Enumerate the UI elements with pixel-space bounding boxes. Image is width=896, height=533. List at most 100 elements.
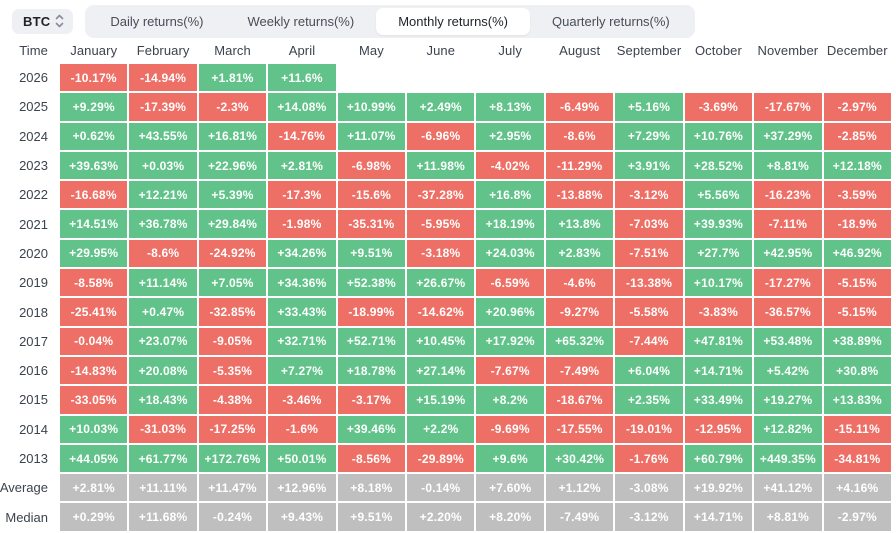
returns-tabs: Daily returns(%) Weekly returns(%) Month… [85,4,695,38]
return-cell-2024-january: +0.62% [60,122,128,150]
return-cell-2014-february: -31.03% [129,415,197,443]
return-cell-2020-december: +46.92% [823,239,891,268]
return-cell-2022-august: -13.88% [545,181,614,209]
return-cell-2016-may: +18.78% [337,356,406,385]
return-cell-2017-july: +17.92% [476,327,544,355]
return-cell-2020-november: +42.95% [754,239,822,268]
return-cell-2023-june: +11.98% [407,151,475,180]
coin-selector-label: BTC [23,13,51,29]
column-header-june: June [426,42,456,58]
return-cell-2026-january: -10.17% [60,64,128,92]
return-cell-2023-july: -4.02% [476,151,544,180]
return-cell-2025-october: -3.69% [684,93,753,121]
return-cell-2023-october: +28.52% [684,151,753,180]
return-cell-2022-february: +12.21% [129,181,197,209]
return-cell-2026-october [685,64,752,91]
return-cell-2025-december: -2.97% [823,93,891,121]
return-cell-2021-july: +18.19% [476,210,544,238]
return-cell-2019-june: +26.67% [407,269,475,297]
return-cell-2013-october: +60.79% [684,444,753,473]
tab-daily-returns[interactable]: Daily returns(%) [110,13,204,29]
return-cell-2021-november: -7.11% [754,210,822,238]
return-cell-2013-january: +44.05% [60,444,128,473]
row-label-2013: 2013 [6,444,58,473]
return-cell-2022-july: +16.8% [476,181,544,209]
return-cell-2020-october: +27.7% [684,239,753,268]
return-cell-2013-february: +61.77% [129,444,197,473]
return-cell-2013-july: +9.6% [476,444,544,473]
return-cell-2015-january: -33.05% [60,386,128,414]
row-label-2018: 2018 [6,298,58,326]
tab-quarterly-returns[interactable]: Quarterly returns(%) [552,13,670,29]
coin-selector[interactable]: BTC [12,8,74,34]
return-cell-2025-may: +10.99% [337,93,406,121]
return-cell-2022-may: -15.6% [337,181,406,209]
column-header-time: Time [19,42,48,58]
return-cell-average-august: +1.12% [545,474,614,502]
return-cell-2019-october: +10.17% [684,269,753,297]
return-cell-2021-december: -18.9% [823,210,891,238]
return-cell-2023-december: +12.18% [823,151,891,180]
return-cell-median-october: +14.71% [684,503,753,531]
row-label-2017: 2017 [6,327,58,355]
return-cell-2016-march: -5.35% [198,356,267,385]
return-cell-2016-april: +7.27% [268,356,336,385]
column-header-october: October [694,42,742,58]
return-cell-median-july: +8.20% [476,503,544,531]
return-cell-2018-august: -9.27% [545,298,614,326]
return-cell-2015-october: +33.49% [684,386,753,414]
return-cell-average-january: +2.81% [60,474,128,502]
return-cell-2018-february: +0.47% [129,298,197,326]
return-cell-2017-may: +52.71% [337,327,406,355]
return-cell-median-december: -2.97% [823,503,891,531]
column-header-august: August [559,42,601,58]
return-cell-2017-november: +53.48% [754,327,822,355]
return-cell-2020-march: -24.92% [198,239,267,268]
return-cell-2015-december: +13.83% [823,386,891,414]
return-cell-average-february: +11.11% [129,474,197,502]
return-cell-2024-may: +11.07% [337,122,406,150]
return-cell-2022-september: -3.12% [615,181,683,209]
return-cell-2016-august: -7.49% [545,356,614,385]
tab-monthly-returns[interactable]: Monthly returns(%) [376,7,531,35]
row-label-2022: 2022 [6,181,58,209]
return-cell-median-june: +2.20% [407,503,475,531]
return-cell-2024-april: -14.76% [268,122,336,150]
return-cell-2021-february: +36.78% [129,210,197,238]
return-cell-2023-january: +39.63% [60,151,128,180]
row-label-2015: 2015 [6,386,58,414]
tab-weekly-returns[interactable]: Weekly returns(%) [247,13,355,29]
row-label-2016: 2016 [6,356,58,385]
return-cell-average-september: -3.08% [615,474,683,502]
return-cell-2026-november [754,64,821,91]
return-cell-2025-january: +9.29% [60,93,128,121]
return-cell-2025-february: -17.39% [129,93,197,121]
column-header-may: May [358,42,384,58]
row-label-average: Average [0,474,58,502]
return-cell-median-may: +9.51% [337,503,406,531]
return-cell-2015-november: +19.27% [754,386,822,414]
return-cell-2019-april: +34.36% [268,269,336,297]
return-cell-2022-december: -3.59% [823,181,891,209]
return-cell-2018-may: -18.99% [337,298,406,326]
return-cell-2014-november: +12.82% [754,415,822,443]
return-cell-2023-march: +22.96% [198,151,267,180]
return-cell-2026-august [546,64,613,91]
return-cell-2022-november: -16.23% [754,181,822,209]
return-cell-2020-february: -8.6% [129,239,197,268]
return-cell-2017-march: -9.05% [198,327,267,355]
return-cell-2017-january: -0.04% [60,327,128,355]
return-cell-2014-july: -9.69% [476,415,544,443]
return-cell-median-november: +8.81% [754,503,822,531]
return-cell-2015-february: +18.43% [129,386,197,414]
return-cell-2021-may: -35.31% [337,210,406,238]
return-cell-2026-february: -14.94% [129,64,197,92]
returns-table: Time January February March April May June July… [0,38,891,531]
return-cell-2017-september: -7.44% [615,327,683,355]
return-cell-2023-september: +3.91% [615,151,683,180]
column-header-november: November [757,42,819,58]
return-cell-2024-august: -8.6% [545,122,614,150]
return-cell-average-october: +19.92% [684,474,753,502]
returns-table-wrap: Time January February March April May June July… [0,38,896,531]
return-cell-2013-september: -1.76% [615,444,683,473]
